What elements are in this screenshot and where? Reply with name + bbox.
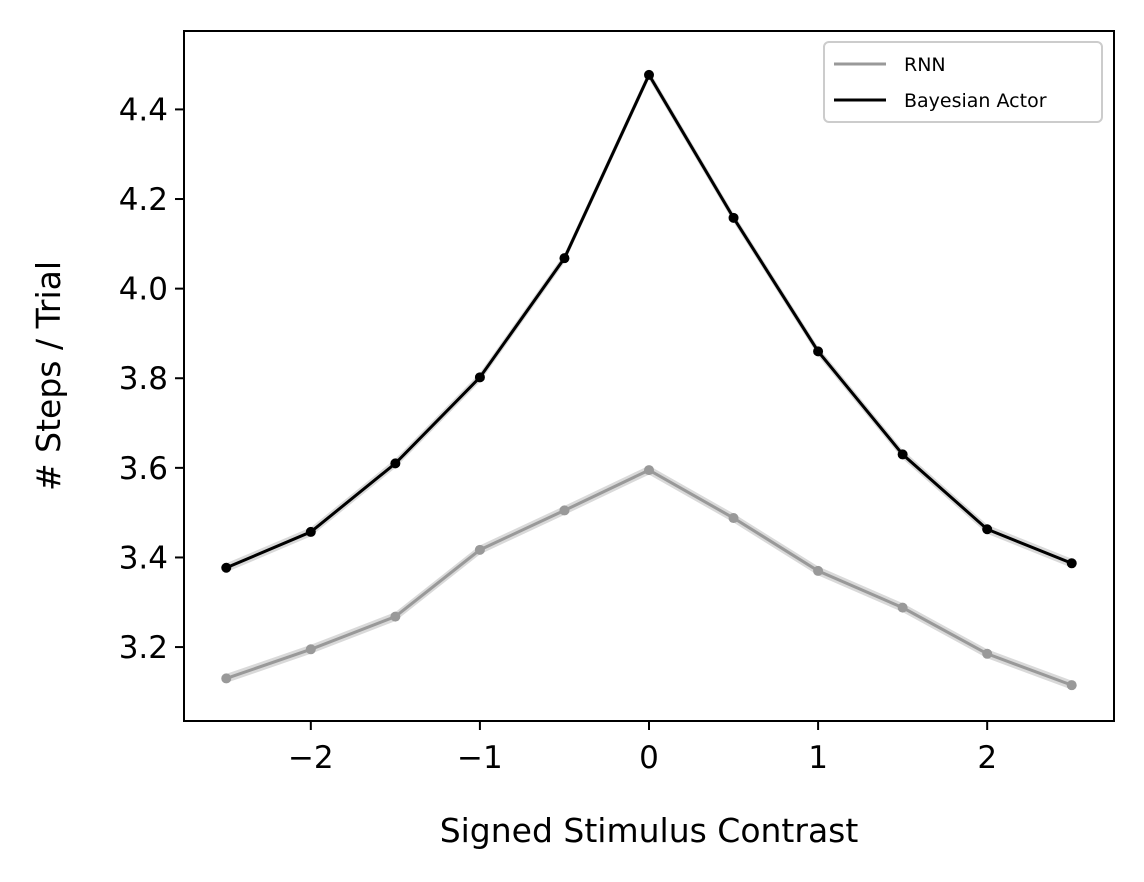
x-axis-ticks: −2 −1 0 1 2 (288, 721, 997, 776)
bayesian-actor-point (1066, 558, 1077, 569)
rnn-point (1066, 680, 1077, 691)
y-tick-label: 3.2 (119, 630, 168, 666)
rnn-point (305, 644, 316, 655)
bayesian-actor-point (813, 346, 824, 357)
rnn-point (982, 648, 993, 659)
bayesian-actor-point (390, 458, 401, 469)
rnn-point (728, 513, 739, 524)
x-axis-label: Signed Stimulus Contrast (440, 811, 859, 850)
y-tick-label: 4.2 (119, 182, 168, 218)
x-tick-label: −1 (457, 740, 503, 776)
y-axis-ticks: 3.2 3.4 3.6 3.8 4.0 4.2 4.4 (119, 92, 184, 666)
rnn-point (559, 505, 570, 516)
rnn-line (225, 468, 1073, 687)
y-tick-label: 3.6 (119, 451, 168, 487)
bayesian-actor-point (221, 562, 232, 573)
legend-box (823, 41, 1103, 123)
x-tick-label: 0 (639, 740, 659, 776)
plot-frame (183, 30, 1115, 722)
rnn-point (897, 602, 908, 613)
bayesian-actor-point (559, 253, 570, 264)
bayesian-actor-point (897, 449, 908, 460)
bayesian-actor-point (982, 524, 993, 535)
confidence-bands (226, 70, 1072, 690)
x-tick-label: 2 (977, 740, 997, 776)
y-tick-label: 3.8 (119, 361, 168, 397)
rnn-point (221, 673, 232, 684)
bayesian-actor-point (474, 372, 485, 383)
y-tick-label: 4.4 (119, 92, 168, 128)
bayesian-actor-point (644, 69, 654, 80)
series-points (221, 69, 1077, 691)
rnn-point (474, 544, 485, 555)
y-tick-label: 4.0 (119, 272, 168, 308)
rnn-point (813, 565, 824, 576)
x-tick-label: 1 (808, 740, 828, 776)
x-tick-label: −2 (288, 740, 334, 776)
bayesian-actor-point (728, 212, 739, 223)
rnn-legend-label: RNN (904, 54, 946, 76)
legend: RNN Bayesian Actor (823, 41, 1103, 123)
bayesian-actor-legend-label: Bayesian Actor (904, 90, 1047, 112)
rnn-point (390, 611, 401, 622)
series-lines (225, 71, 1073, 687)
y-axis-label: # Steps / Trial (29, 261, 68, 491)
bayesian-actor-point (305, 526, 316, 537)
y-tick-label: 3.4 (119, 540, 168, 576)
rnn-point (644, 465, 654, 476)
